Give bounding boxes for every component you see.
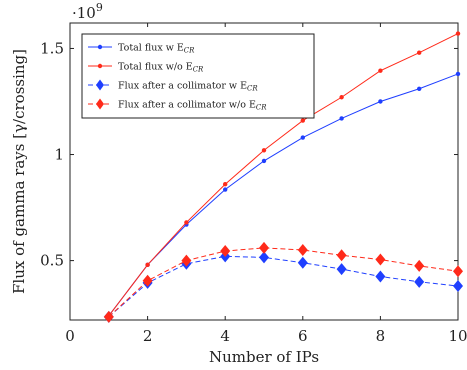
data-point [297,256,308,269]
data-point [375,270,386,283]
data-point [300,135,305,140]
series-line [108,33,459,317]
data-point [414,259,425,272]
data-point [184,220,189,225]
data-point [453,280,463,293]
data-point [417,50,422,55]
data-point [259,251,269,264]
data-point [455,31,461,36]
data-point [378,99,383,104]
data-point [223,187,228,192]
data-point [453,265,463,278]
data-point [145,262,150,268]
series-2 [106,31,461,318]
series-line [108,73,459,317]
y-tick-label: 1 [54,146,64,164]
data-point [336,249,347,262]
data-point [142,274,153,287]
data-point [339,95,344,100]
x-tick-label: 4 [220,327,230,345]
x-tick-label: 2 [143,327,153,345]
y-scale-exponent: 9 [96,1,103,14]
legend-marker [97,63,103,69]
data-point [220,245,231,258]
legend-label: Flux after a collimator w/o ECR [118,100,267,112]
y-scale-base: ·10 [72,4,96,22]
y-tick-label: 0.5 [40,252,64,270]
legend-label: Total flux w ECR [118,43,195,55]
plot-frame [69,22,459,321]
y-tick-label: 1.5 [40,39,64,57]
data-point [455,71,461,77]
data-point [300,118,305,123]
data-point [103,310,114,323]
x-axis-label: Number of IPs [209,348,319,366]
data-point [375,253,386,266]
series-line [108,255,459,318]
data-point [223,182,228,187]
legend-entry: Total flux w/o ECR [88,62,204,74]
data-point [417,86,422,91]
legend-marker [96,79,104,91]
legend: Total flux w ECR Total flux w/o ECR Flux a… [81,33,315,119]
series-layer [103,31,463,323]
legend-marker [97,44,103,50]
legend-label: Flux after a collimator w ECR [118,81,258,93]
data-point [378,68,383,73]
series-3 [103,250,463,323]
series-4 [103,241,463,323]
y-scale-factor: ·109 [72,1,103,22]
series-line [108,247,459,318]
y-axis-label: Flux of gamma rays [γ/crossing] [10,49,28,294]
data-point [339,116,344,121]
ticks-layer: 0 2 4 6 8 10 0.5 1 1.5 [40,23,467,345]
legend-box [81,33,315,119]
data-point [297,243,308,256]
x-tick-label: 0 [65,327,75,345]
data-point [259,241,269,254]
legend-marker [96,98,104,110]
x-tick-label: 6 [298,327,308,345]
data-point [261,158,267,164]
data-point [336,263,347,276]
legend-entry: Flux after a collimator w ECR [88,79,258,93]
legend-entry: Flux after a collimator w/o ECR [88,98,267,112]
legend-label: Total flux w/o ECR [118,62,204,74]
x-tick-label: 8 [376,327,386,345]
data-point [414,275,425,288]
data-point [261,148,267,153]
x-tick-label: 10 [448,327,467,345]
legend-entry: Total flux w ECR [88,43,195,55]
data-point [181,254,192,267]
